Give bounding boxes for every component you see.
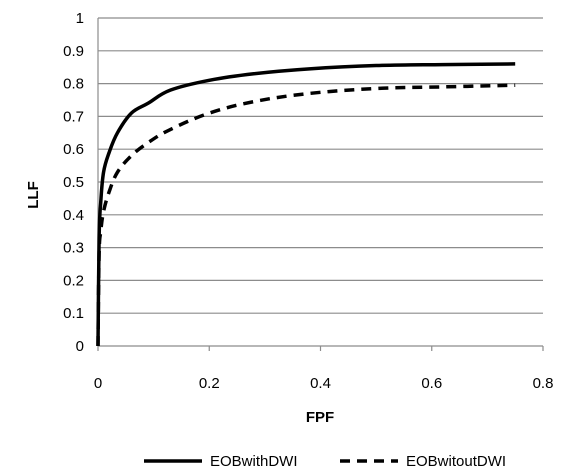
x-tick-label: 0 [94,375,102,392]
y-tick-label: 0.3 [63,240,84,257]
x-tick-label: 0.4 [310,375,331,392]
x-tick-labels: 0 0.2 0.4 0.6 0.8 [94,375,554,392]
legend-label: EOBwitoutDWI [406,453,506,470]
x-axis-title: FPF [306,409,334,426]
x-tick-label: 0.2 [199,375,220,392]
series-line-EOBwitoutDWI [96,83,516,347]
gridlines [98,17,543,314]
y-tick-label: 0.7 [63,108,84,125]
y-tick-label: 1 [76,10,84,27]
y-tick-label: 0 [76,338,84,355]
y-tick-label: 0.5 [63,174,84,191]
series-lines [96,62,516,347]
y-tick-label: 0.1 [63,305,84,322]
y-tick-label: 0.2 [63,272,84,289]
y-tick-label: 0.9 [63,43,84,60]
x-tick-label: 0.8 [533,375,554,392]
y-tick-label: 0.6 [63,141,84,158]
x-tick-label: 0.6 [421,375,442,392]
series-line-EOBwithDWI [96,62,516,347]
y-tick-label: 0.8 [63,76,84,93]
legend-label: EOBwithDWI [210,453,298,470]
y-tick-label: 0.4 [63,207,84,224]
legend: EOBwithDWI EOBwitoutDWI [144,453,506,470]
y-axis-title: LLF [25,181,42,209]
y-tick-labels: 0 0.1 0.2 0.3 0.4 0.5 0.6 0.7 0.8 0.9 1 [63,10,84,355]
